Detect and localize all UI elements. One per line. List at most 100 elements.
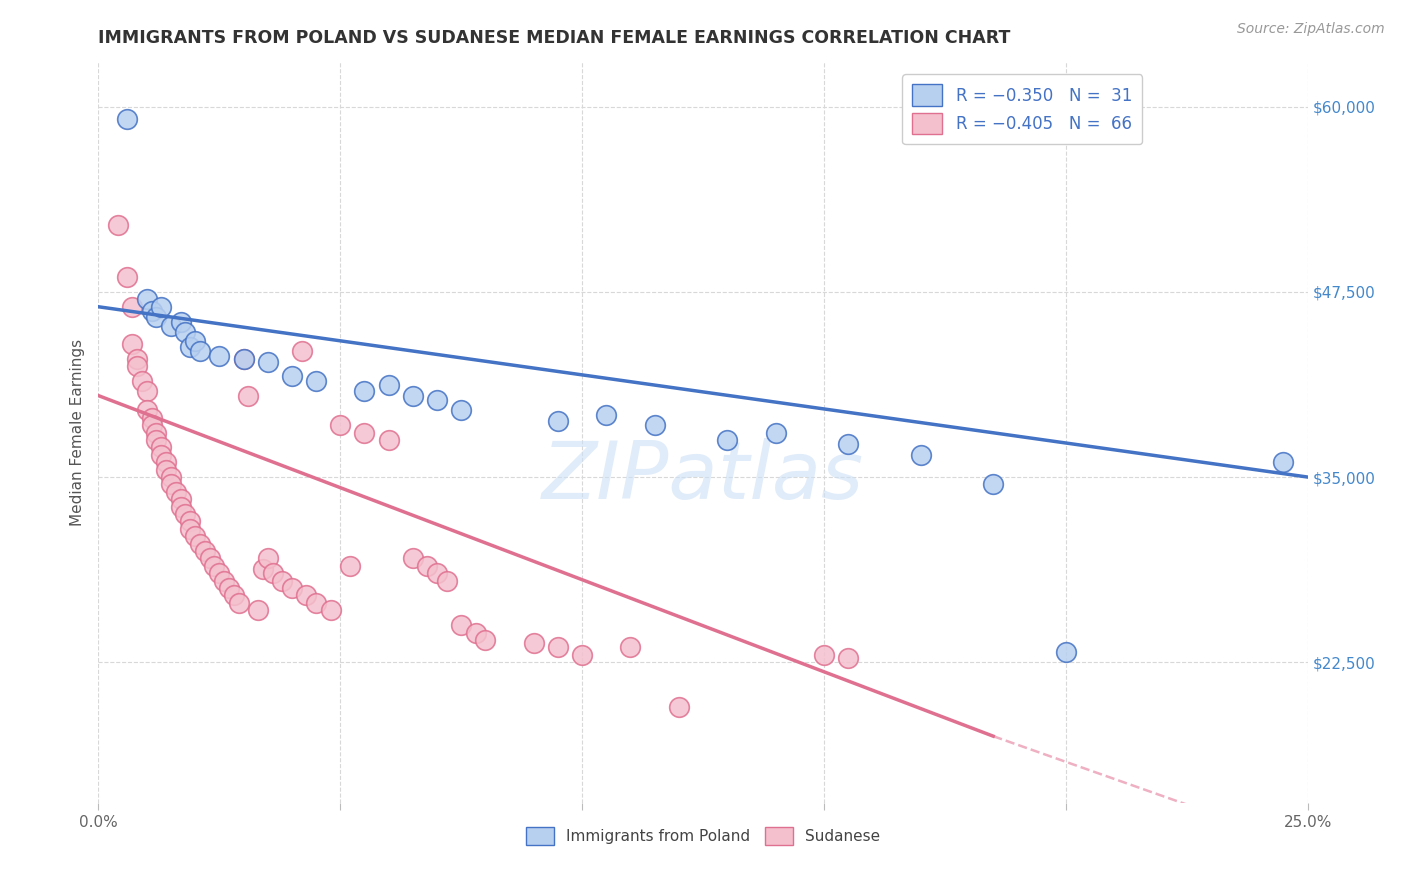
Point (232, 351, 254, 366)
Point (281, 581, 304, 595)
Point (204, 558, 226, 573)
Y-axis label: Median Female Earnings: Median Female Earnings (70, 339, 86, 526)
Point (135, 293, 157, 307)
Point (981, 477, 1004, 491)
Point (155, 462, 177, 476)
Point (194, 544, 217, 558)
Point (402, 551, 425, 566)
Text: Source: ZipAtlas.com: Source: ZipAtlas.com (1237, 22, 1385, 37)
Point (127, 359, 149, 373)
Point (160, 470, 183, 484)
Point (595, 408, 617, 422)
Point (436, 574, 458, 588)
Point (305, 374, 328, 388)
Point (117, 112, 139, 126)
Point (547, 640, 569, 655)
Point (150, 448, 173, 462)
Point (212, 574, 235, 588)
Point (179, 522, 201, 536)
Point (228, 596, 250, 610)
Point (107, 219, 129, 233)
Point (426, 566, 449, 581)
Text: IMMIGRANTS FROM POLAND VS SUDANESE MEDIAN FEMALE EARNINGS CORRELATION CHART: IMMIGRANTS FROM POLAND VS SUDANESE MEDIA… (98, 29, 1011, 47)
Point (319, 603, 342, 617)
Point (135, 403, 157, 417)
Point (523, 636, 546, 650)
Point (837, 650, 859, 665)
Point (117, 270, 139, 285)
Point (547, 414, 569, 428)
Point (765, 425, 787, 440)
Point (464, 625, 486, 640)
Point (222, 589, 245, 603)
Point (305, 596, 328, 610)
Point (208, 566, 231, 581)
Point (145, 310, 167, 325)
Point (402, 389, 425, 403)
Point (426, 392, 449, 407)
Point (174, 325, 197, 339)
Point (141, 418, 163, 433)
Point (121, 300, 143, 314)
Point (155, 455, 177, 469)
Point (232, 351, 254, 366)
Point (238, 389, 260, 403)
Point (188, 536, 211, 550)
Point (184, 334, 207, 348)
Point (169, 314, 191, 328)
Point (150, 300, 173, 314)
Point (252, 562, 274, 576)
Point (127, 351, 149, 366)
Text: ZIPatlas: ZIPatlas (541, 438, 865, 516)
Point (247, 603, 270, 617)
Point (135, 384, 157, 399)
Point (208, 349, 231, 363)
Point (145, 425, 167, 440)
Point (813, 648, 835, 662)
Point (1272, 455, 1295, 469)
Point (150, 441, 173, 455)
Point (131, 374, 153, 388)
Point (377, 378, 399, 392)
Point (416, 558, 439, 573)
Point (271, 574, 294, 588)
Point (145, 433, 167, 447)
Point (353, 384, 375, 399)
Point (198, 551, 221, 566)
Point (256, 551, 278, 566)
Point (188, 344, 211, 359)
Point (141, 304, 163, 318)
Point (837, 437, 859, 451)
Point (290, 344, 312, 359)
Point (169, 500, 191, 514)
Point (644, 418, 666, 433)
Point (339, 558, 361, 573)
Point (571, 648, 593, 662)
Point (174, 507, 197, 521)
Point (281, 369, 304, 384)
Point (377, 433, 399, 447)
Point (910, 448, 932, 462)
Point (619, 640, 641, 655)
Point (450, 403, 472, 417)
Point (353, 425, 375, 440)
Point (165, 484, 187, 499)
Point (179, 340, 201, 354)
Point (716, 433, 738, 447)
Point (256, 354, 278, 368)
Point (450, 618, 472, 632)
Legend: Immigrants from Poland, Sudanese: Immigrants from Poland, Sudanese (520, 821, 886, 851)
Point (141, 410, 163, 425)
Point (474, 632, 496, 647)
Point (160, 318, 183, 333)
Point (160, 477, 183, 491)
Point (295, 589, 318, 603)
Point (668, 699, 690, 714)
Point (179, 515, 201, 529)
Point (218, 581, 240, 595)
Point (329, 418, 352, 433)
Point (262, 566, 284, 581)
Point (184, 529, 207, 543)
Point (169, 492, 191, 507)
Point (121, 336, 143, 351)
